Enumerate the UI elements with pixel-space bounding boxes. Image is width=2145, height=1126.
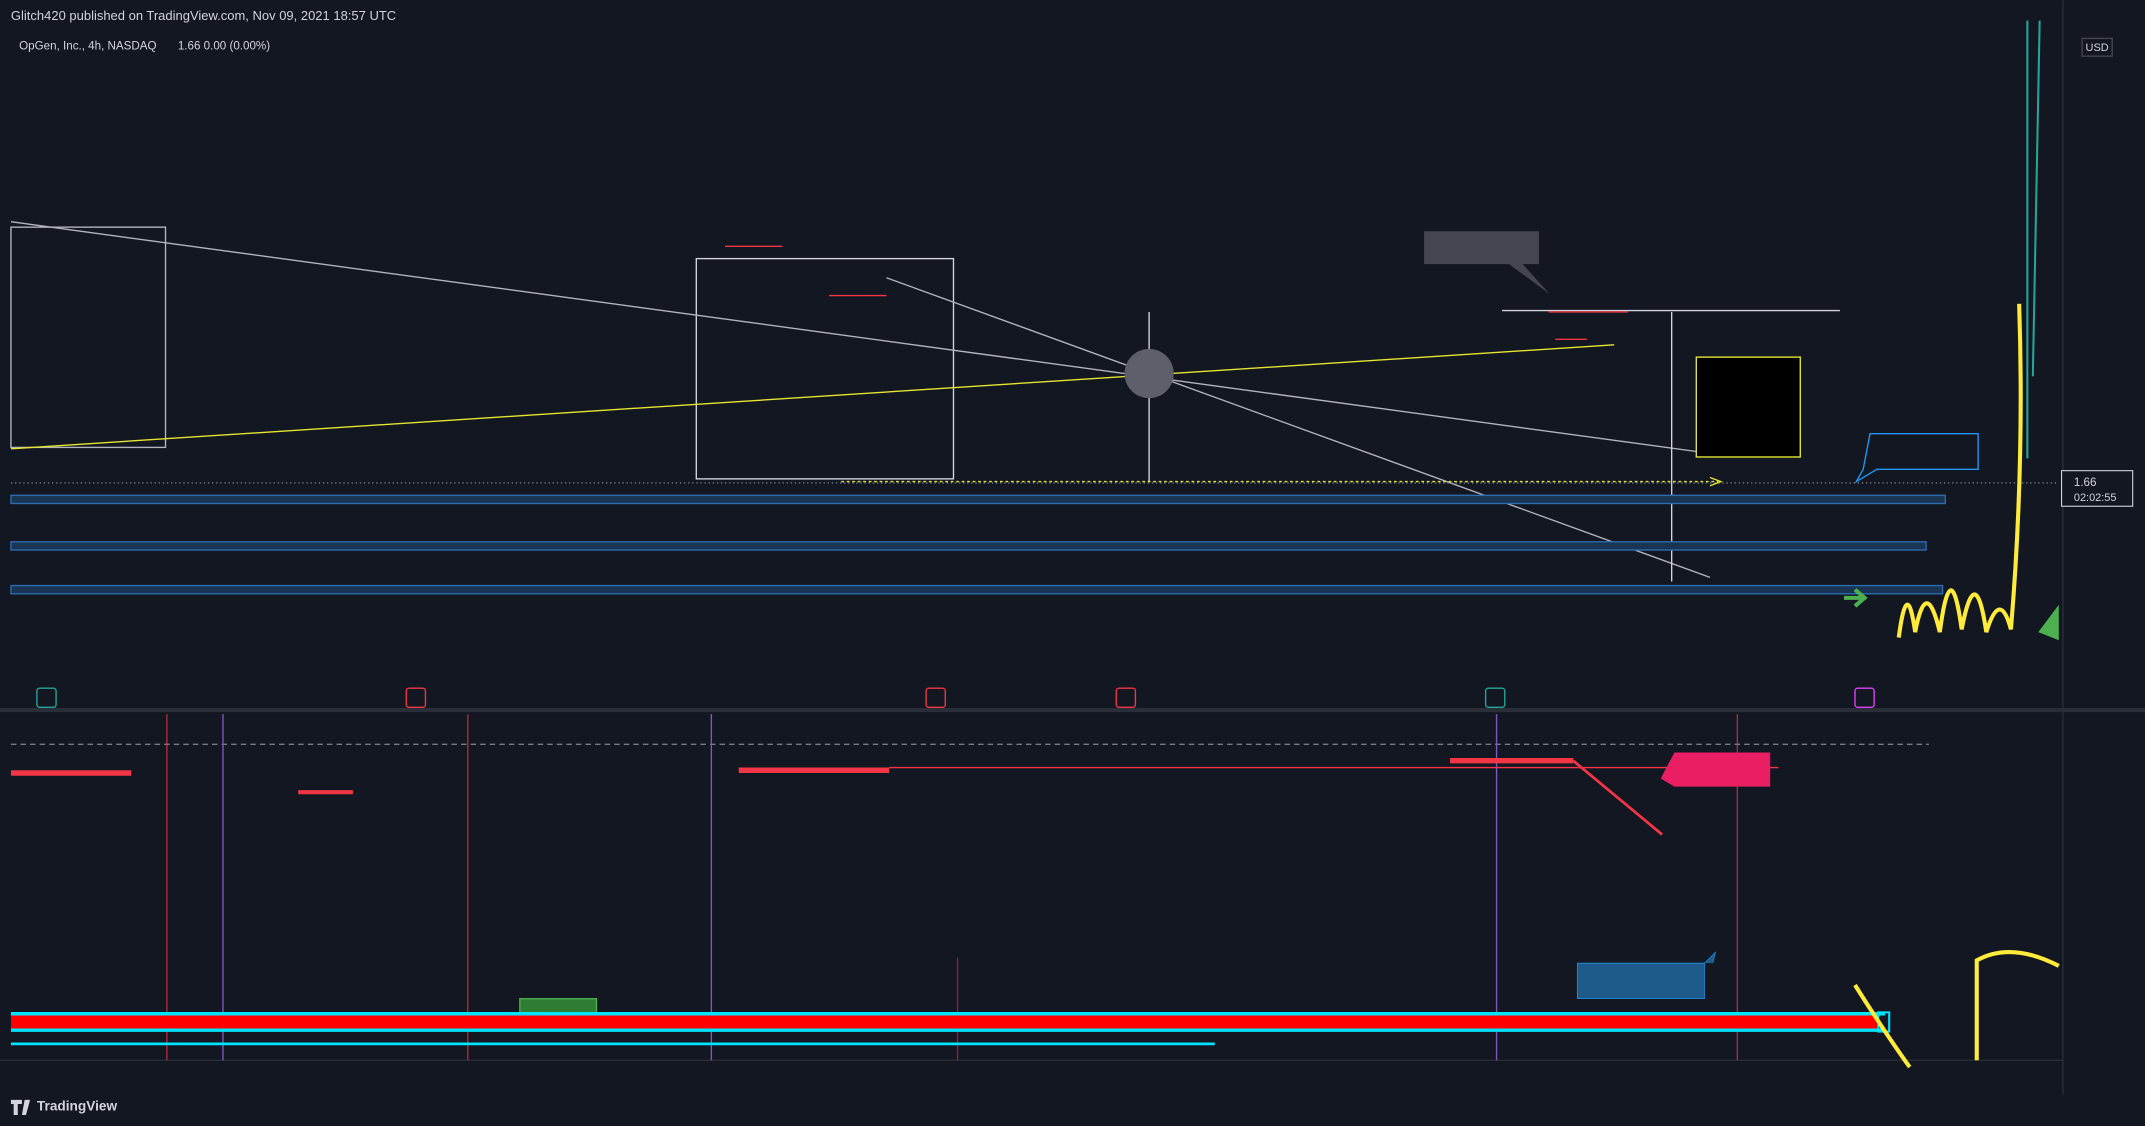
last-price: 1.66 <box>2074 476 2097 489</box>
countdown: 02:02:55 <box>2074 492 2117 504</box>
bubble <box>1854 433 1979 484</box>
trend-line <box>886 277 1711 579</box>
text-layer: Glitch420 published on TradingView.com, … <box>11 8 2116 1113</box>
red-band <box>10 1015 1877 1029</box>
bubble <box>1660 752 1771 787</box>
scribble <box>1853 983 1912 1069</box>
event-marker[interactable] <box>405 687 427 709</box>
event-marker[interactable] <box>925 687 946 709</box>
box <box>695 257 955 480</box>
event-marker[interactable] <box>36 687 57 709</box>
bubble <box>1576 951 1717 1000</box>
teal-line <box>2031 20 2041 377</box>
green-arrow <box>2038 604 2059 641</box>
symbol-title: OpGen, Inc., 4h, NASDAQ <box>19 40 156 53</box>
event-marker[interactable] <box>1115 687 1137 709</box>
circle <box>1124 348 1174 399</box>
price-tag <box>2061 470 2134 507</box>
drawings <box>10 20 2059 641</box>
currency-box <box>2081 37 2113 57</box>
publisher: Glitch420 published on TradingView.com, … <box>11 8 396 23</box>
event-marker[interactable] <box>1854 687 1875 709</box>
trend-line <box>10 221 1697 453</box>
event-marker[interactable] <box>1484 687 1506 709</box>
trend-line <box>10 344 1615 450</box>
scribble <box>1974 950 2060 1061</box>
pointer-line <box>1572 759 1663 836</box>
currency: USD <box>2086 42 2109 54</box>
logo-icon <box>10 1099 31 1115</box>
osc-drawings <box>10 714 1929 1061</box>
bubble <box>1424 231 1550 295</box>
osc-overlays <box>10 752 2060 1069</box>
zone <box>10 541 1927 551</box>
green-arrow <box>1844 588 1868 608</box>
zone <box>10 494 1946 505</box>
arrow-head <box>1709 476 1723 487</box>
box <box>10 226 167 449</box>
scribble <box>1896 303 2023 638</box>
zone <box>10 584 1944 595</box>
logo-text: TradingView <box>37 1098 118 1113</box>
black-box <box>1695 356 1801 458</box>
quote: 1.66 0.00 (0.00%) <box>178 40 270 53</box>
